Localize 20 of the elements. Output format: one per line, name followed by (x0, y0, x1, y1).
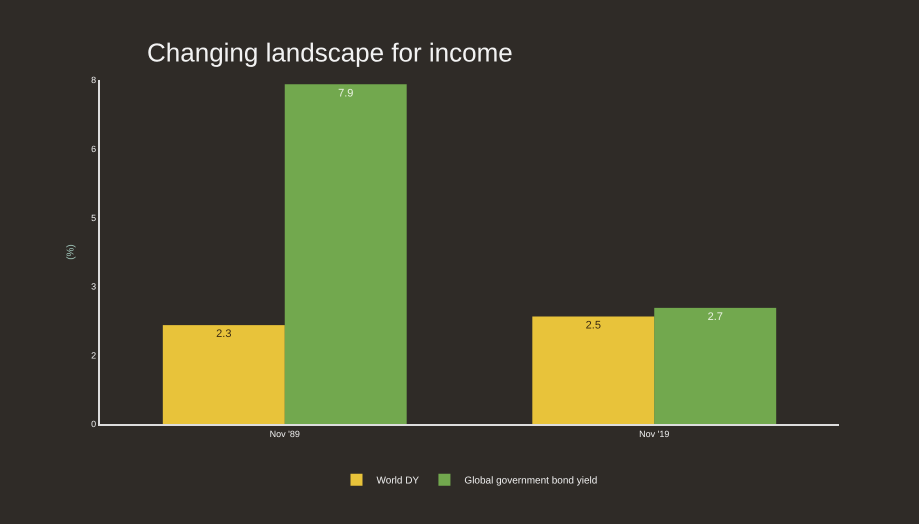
bar (532, 316, 654, 424)
legend-label: World DY (376, 476, 420, 487)
bar (162, 325, 285, 424)
y-tick-label: 3 (91, 282, 96, 292)
data-label: 2.7 (708, 310, 723, 323)
x-tick-label: Nov '89 (270, 428, 300, 439)
legend-label: Global government bond yield (464, 476, 598, 487)
y-tick-label: 6 (91, 144, 96, 154)
data-label: 7.9 (338, 87, 354, 100)
y-axis-title: (%) (66, 244, 77, 260)
x-tick-label: Nov '19 (639, 428, 670, 439)
y-tick-label: 2 (91, 350, 96, 360)
chart-title: Changing landscape for income (147, 38, 513, 68)
bar (654, 308, 776, 424)
data-label: 2.5 (586, 320, 601, 332)
y-tick-label: 0 (91, 419, 96, 430)
data-label: 2.3 (216, 328, 232, 340)
bar (284, 84, 407, 424)
y-tick-label: 5 (91, 212, 96, 223)
y-tick-label: 8 (91, 75, 96, 86)
